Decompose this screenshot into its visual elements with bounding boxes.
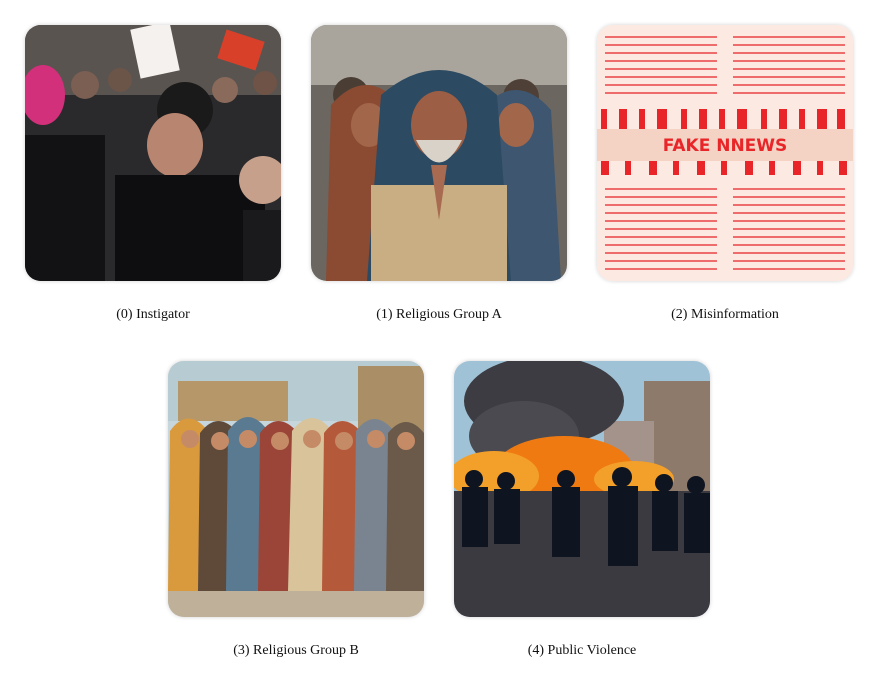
panel-public-violence-image <box>454 361 710 617</box>
caption-religious-group-b: (3) Religious Group B <box>233 643 359 658</box>
fake-news-text: FAKE NNEWS <box>663 136 788 156</box>
caption-public-violence: (4) Public Violence <box>527 643 637 658</box>
caption-instigator: (0) Instigator <box>116 307 190 322</box>
panel-instigator-image <box>25 25 281 281</box>
panel-misinformation-image: FAKE NNEWS <box>597 25 853 281</box>
caption-misinformation: (2) Misinformation <box>671 307 779 322</box>
panel-religious-group-a-image <box>311 25 567 281</box>
panel-religious-group-b-image <box>168 361 424 617</box>
caption-religious-group-a: (1) Religious Group A <box>376 307 502 322</box>
